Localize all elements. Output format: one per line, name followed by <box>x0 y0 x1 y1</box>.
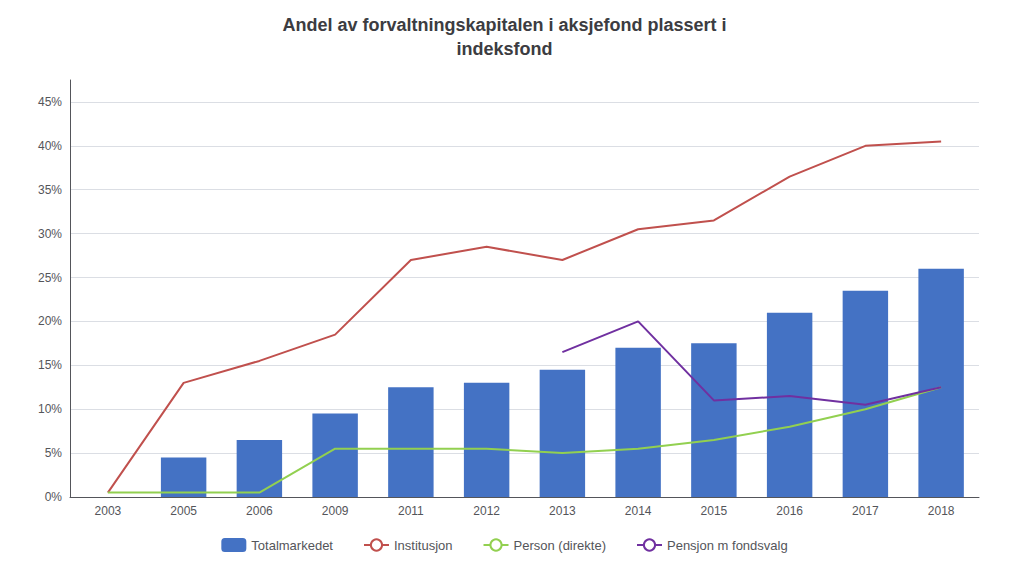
svg-text:2018: 2018 <box>928 504 955 518</box>
svg-text:2003: 2003 <box>95 504 122 518</box>
svg-text:10%: 10% <box>38 402 62 416</box>
svg-text:Pensjon m fondsvalg: Pensjon m fondsvalg <box>667 538 788 553</box>
svg-text:2014: 2014 <box>625 504 652 518</box>
svg-text:45%: 45% <box>38 95 62 109</box>
svg-text:Andel av forvaltningskapitalen: Andel av forvaltningskapitalen i aksjefo… <box>282 15 726 35</box>
svg-text:2009: 2009 <box>322 504 349 518</box>
svg-text:2006: 2006 <box>246 504 273 518</box>
svg-text:2015: 2015 <box>701 504 728 518</box>
svg-text:0%: 0% <box>45 490 63 504</box>
svg-text:2012: 2012 <box>473 504 500 518</box>
svg-text:40%: 40% <box>38 139 62 153</box>
svg-text:2017: 2017 <box>852 504 879 518</box>
svg-text:35%: 35% <box>38 183 62 197</box>
svg-text:30%: 30% <box>38 227 62 241</box>
svg-text:indeksfond: indeksfond <box>456 39 552 59</box>
svg-text:Person (direkte): Person (direkte) <box>514 538 606 553</box>
svg-text:2016: 2016 <box>776 504 803 518</box>
svg-text:25%: 25% <box>38 271 62 285</box>
svg-text:2005: 2005 <box>170 504 197 518</box>
svg-text:2011: 2011 <box>398 504 424 518</box>
svg-text:Institusjon: Institusjon <box>394 538 453 553</box>
svg-text:5%: 5% <box>45 446 63 460</box>
svg-text:2013: 2013 <box>549 504 576 518</box>
svg-text:Totalmarkedet: Totalmarkedet <box>251 538 333 553</box>
svg-text:20%: 20% <box>38 314 62 328</box>
svg-text:15%: 15% <box>38 358 62 372</box>
